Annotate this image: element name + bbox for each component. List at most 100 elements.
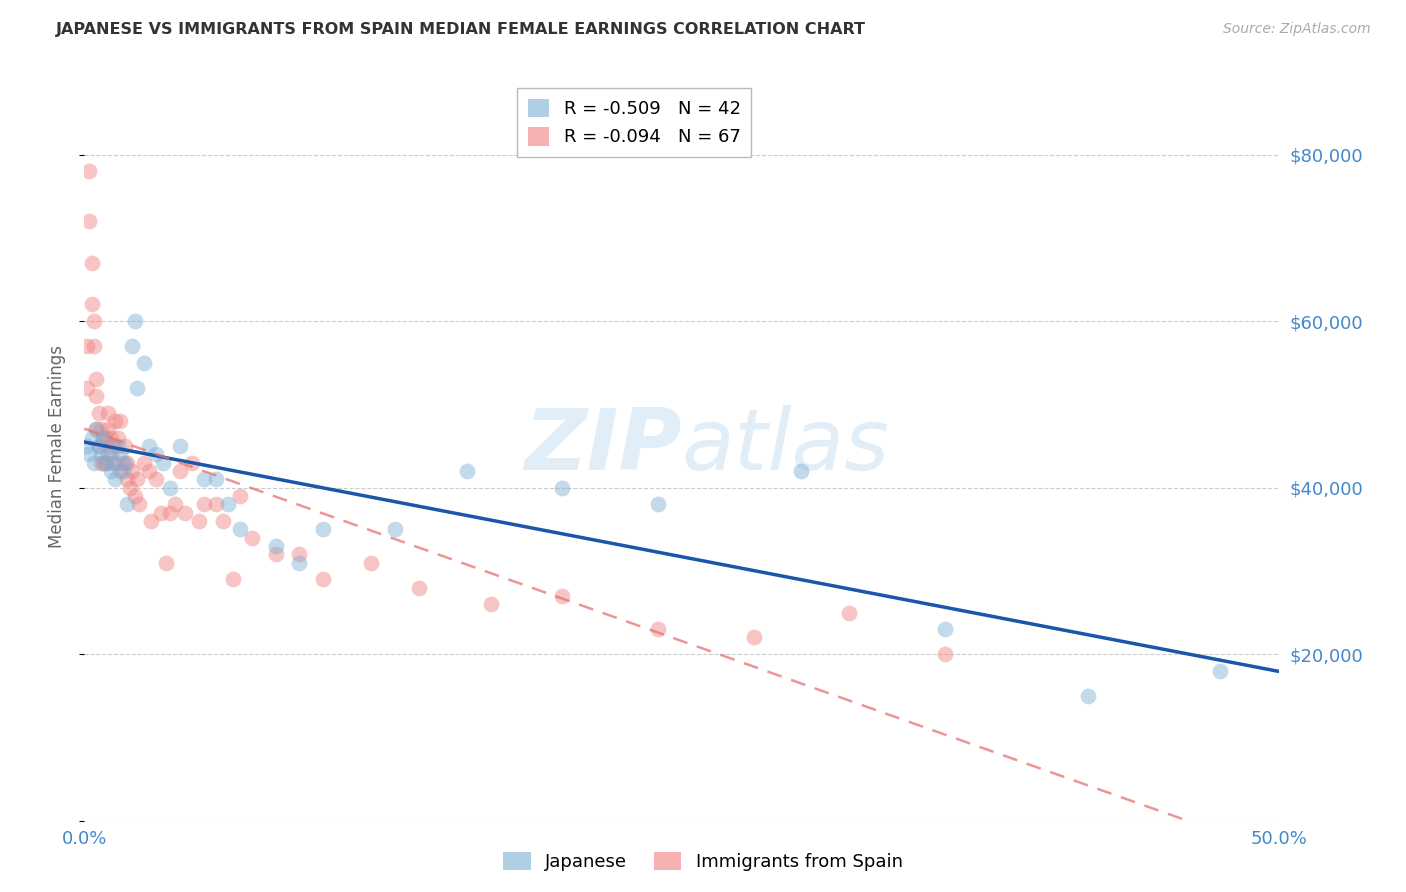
Point	[159, 506, 181, 520]
Point	[264, 539, 287, 553]
Point	[97, 447, 120, 461]
Point	[155, 556, 177, 570]
Point	[87, 406, 110, 420]
Point	[76, 439, 98, 453]
Point	[94, 431, 117, 445]
Point	[86, 372, 108, 386]
Point	[90, 456, 112, 470]
Point	[169, 439, 191, 453]
Point	[100, 447, 122, 461]
Text: ZIP: ZIP	[524, 404, 682, 488]
Point	[110, 414, 132, 428]
Point	[90, 422, 112, 436]
Point	[408, 581, 430, 595]
Point	[118, 481, 141, 495]
Point	[145, 447, 167, 461]
Point	[104, 472, 127, 486]
Point	[86, 422, 108, 436]
Point	[97, 406, 120, 420]
Point	[1209, 664, 1232, 678]
Point	[110, 464, 132, 478]
Point	[229, 489, 252, 503]
Point	[125, 472, 148, 486]
Point	[93, 431, 115, 445]
Legend: Japanese, Immigrants from Spain: Japanese, Immigrants from Spain	[496, 845, 910, 879]
Point	[87, 439, 110, 453]
Point	[132, 456, 156, 470]
Point	[77, 214, 100, 228]
Point	[124, 489, 146, 503]
Point	[264, 547, 287, 561]
Point	[125, 381, 148, 395]
Point	[288, 556, 311, 570]
Point	[742, 631, 765, 645]
Point	[212, 514, 235, 528]
Point	[80, 431, 103, 445]
Point	[77, 164, 100, 178]
Point	[934, 647, 956, 661]
Point	[83, 314, 105, 328]
Point	[169, 464, 191, 478]
Point	[117, 472, 139, 486]
Point	[128, 497, 150, 511]
Point	[312, 522, 335, 536]
Point	[193, 472, 215, 486]
Point	[647, 497, 669, 511]
Point	[117, 456, 139, 470]
Point	[205, 472, 228, 486]
Point	[205, 497, 228, 511]
Point	[240, 531, 263, 545]
Point	[90, 447, 112, 461]
Point	[87, 439, 110, 453]
Point	[86, 422, 108, 436]
Point	[551, 481, 574, 495]
Point	[114, 456, 136, 470]
Point	[94, 456, 117, 470]
Point	[173, 506, 195, 520]
Point	[221, 572, 243, 586]
Point	[193, 497, 215, 511]
Point	[83, 456, 105, 470]
Point	[159, 481, 181, 495]
Point	[141, 514, 163, 528]
Point	[229, 522, 252, 536]
Point	[149, 506, 172, 520]
Point	[647, 622, 669, 636]
Point	[551, 589, 574, 603]
Point	[111, 464, 134, 478]
Point	[117, 497, 139, 511]
Point	[188, 514, 211, 528]
Point	[77, 447, 100, 461]
Point	[790, 464, 813, 478]
Point	[86, 389, 108, 403]
Point	[132, 356, 156, 370]
Point	[138, 464, 160, 478]
Text: atlas: atlas	[682, 404, 890, 488]
Point	[80, 297, 103, 311]
Point	[145, 472, 167, 486]
Point	[76, 339, 98, 353]
Point	[94, 456, 117, 470]
Point	[110, 447, 132, 461]
Point	[152, 456, 174, 470]
Point	[101, 456, 124, 470]
Point	[138, 439, 160, 453]
Point	[107, 431, 129, 445]
Point	[83, 339, 105, 353]
Text: JAPANESE VS IMMIGRANTS FROM SPAIN MEDIAN FEMALE EARNINGS CORRELATION CHART: JAPANESE VS IMMIGRANTS FROM SPAIN MEDIAN…	[56, 22, 866, 37]
Y-axis label: Median Female Earnings: Median Female Earnings	[48, 344, 66, 548]
Point	[479, 597, 502, 611]
Point	[104, 414, 127, 428]
Point	[312, 572, 335, 586]
Legend: R = -0.509   N = 42, R = -0.094   N = 67: R = -0.509 N = 42, R = -0.094 N = 67	[517, 88, 751, 157]
Point	[97, 422, 120, 436]
Point	[100, 431, 122, 445]
Point	[111, 456, 134, 470]
Point	[934, 622, 956, 636]
Point	[80, 256, 103, 270]
Point	[217, 497, 239, 511]
Point	[1077, 689, 1099, 703]
Point	[384, 522, 406, 536]
Point	[100, 464, 122, 478]
Point	[181, 456, 204, 470]
